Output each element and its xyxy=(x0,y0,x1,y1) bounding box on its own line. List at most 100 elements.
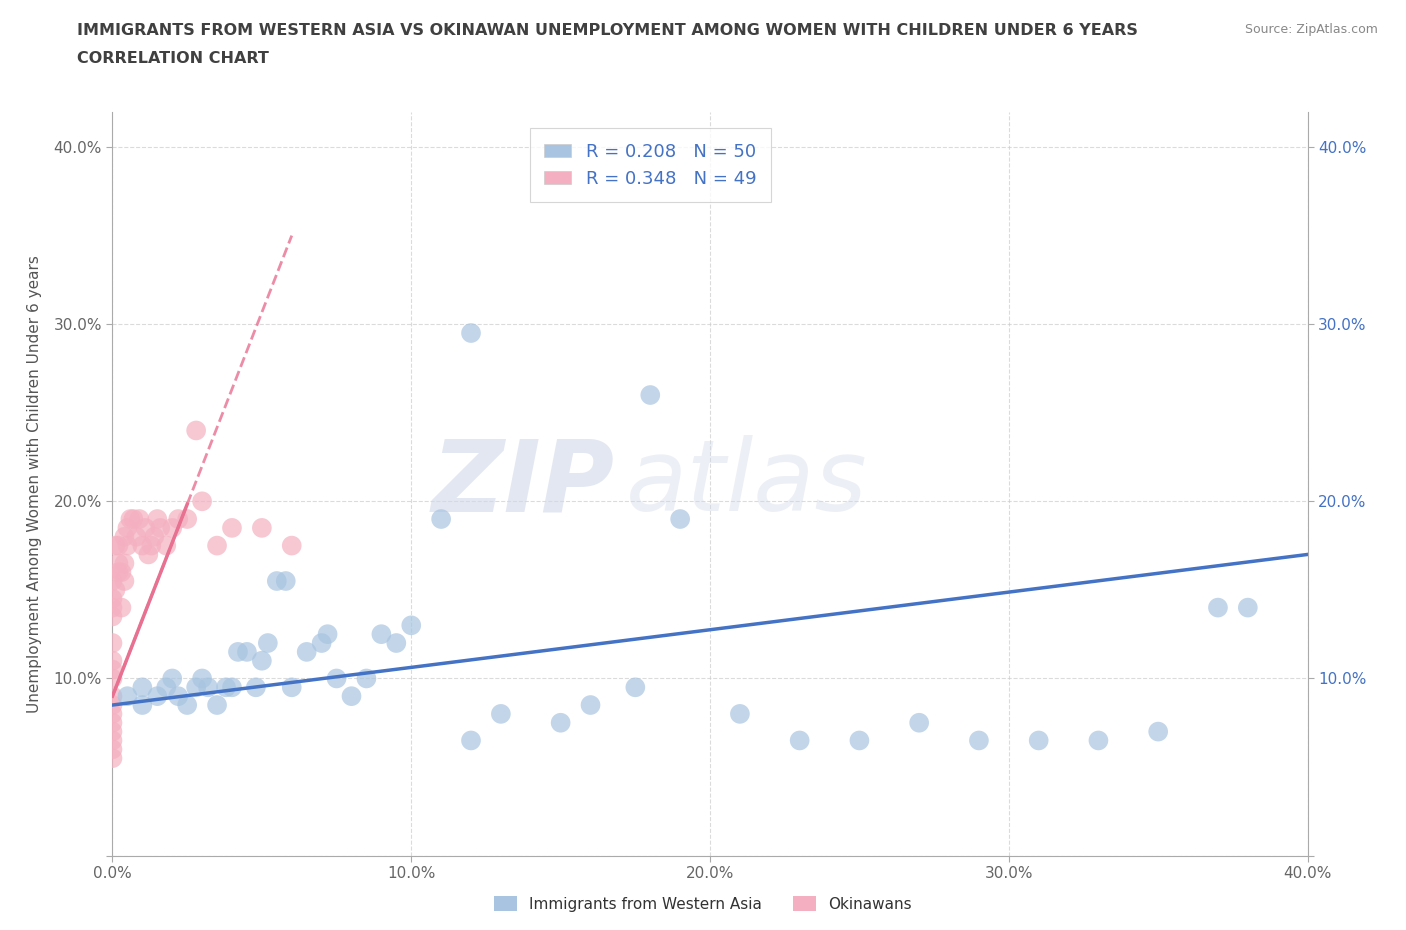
Point xyxy=(122,512,145,526)
Point xyxy=(245,680,267,695)
Point xyxy=(131,538,153,553)
Point xyxy=(155,680,177,695)
Point xyxy=(176,512,198,526)
Point xyxy=(340,689,363,704)
Point xyxy=(311,635,333,650)
Point xyxy=(117,538,139,553)
Point xyxy=(728,707,751,722)
Point xyxy=(131,698,153,712)
Point xyxy=(550,715,572,730)
Point xyxy=(104,538,127,553)
Point xyxy=(125,529,148,544)
Point xyxy=(107,538,129,553)
Point xyxy=(624,680,647,695)
Point xyxy=(110,600,132,615)
Point xyxy=(186,423,208,438)
Point xyxy=(848,733,870,748)
Point xyxy=(266,574,288,589)
Point xyxy=(101,574,124,589)
Point xyxy=(221,680,243,695)
Point xyxy=(117,521,139,536)
Point xyxy=(104,582,127,597)
Point xyxy=(101,609,124,624)
Point xyxy=(215,680,238,695)
Point xyxy=(101,635,124,650)
Point xyxy=(226,644,249,659)
Point xyxy=(250,653,273,668)
Point xyxy=(1147,724,1170,739)
Point xyxy=(155,538,177,553)
Point xyxy=(162,671,183,686)
Point xyxy=(1237,600,1260,615)
Text: CORRELATION CHART: CORRELATION CHART xyxy=(77,51,269,66)
Point xyxy=(191,494,214,509)
Point xyxy=(167,512,190,526)
Point xyxy=(221,521,243,536)
Point xyxy=(101,671,124,686)
Point xyxy=(101,751,124,765)
Point xyxy=(1206,600,1229,615)
Point xyxy=(669,512,692,526)
Point xyxy=(114,556,135,571)
Point xyxy=(138,547,160,562)
Point xyxy=(205,698,228,712)
Point xyxy=(295,644,318,659)
Point xyxy=(370,627,392,642)
Point xyxy=(107,565,129,579)
Point xyxy=(274,574,297,589)
Point xyxy=(640,388,662,403)
Point xyxy=(281,538,304,553)
Point xyxy=(101,733,124,748)
Legend: Immigrants from Western Asia, Okinawans: Immigrants from Western Asia, Okinawans xyxy=(488,889,918,918)
Point xyxy=(101,698,124,712)
Y-axis label: Unemployment Among Women with Children Under 6 years: Unemployment Among Women with Children U… xyxy=(28,255,42,712)
Point xyxy=(908,715,931,730)
Point xyxy=(141,538,163,553)
Point xyxy=(146,689,169,704)
Point xyxy=(579,698,602,712)
Point xyxy=(281,680,304,695)
Point xyxy=(197,680,219,695)
Point xyxy=(114,574,135,589)
Point xyxy=(167,689,190,704)
Text: atlas: atlas xyxy=(627,435,868,532)
Point xyxy=(162,521,183,536)
Point xyxy=(128,512,150,526)
Point xyxy=(131,680,153,695)
Point xyxy=(101,742,124,757)
Point xyxy=(107,556,129,571)
Point xyxy=(146,512,169,526)
Point xyxy=(316,627,339,642)
Point xyxy=(205,538,228,553)
Point xyxy=(1028,733,1050,748)
Text: Source: ZipAtlas.com: Source: ZipAtlas.com xyxy=(1244,23,1378,36)
Point xyxy=(101,662,124,677)
Point xyxy=(430,512,453,526)
Point xyxy=(101,600,124,615)
Point xyxy=(1087,733,1109,748)
Point xyxy=(114,529,135,544)
Point xyxy=(101,591,124,606)
Point xyxy=(460,326,482,340)
Point xyxy=(236,644,259,659)
Point xyxy=(149,521,172,536)
Point xyxy=(325,671,347,686)
Point xyxy=(110,565,132,579)
Point xyxy=(250,521,273,536)
Point xyxy=(101,707,124,722)
Point xyxy=(191,671,214,686)
Point xyxy=(257,635,280,650)
Point xyxy=(789,733,811,748)
Point xyxy=(460,733,482,748)
Point xyxy=(176,698,198,712)
Point xyxy=(401,618,423,632)
Point xyxy=(101,724,124,739)
Point xyxy=(120,512,142,526)
Text: IMMIGRANTS FROM WESTERN ASIA VS OKINAWAN UNEMPLOYMENT AMONG WOMEN WITH CHILDREN : IMMIGRANTS FROM WESTERN ASIA VS OKINAWAN… xyxy=(77,23,1139,38)
Point xyxy=(101,715,124,730)
Legend: R = 0.208   N = 50, R = 0.348   N = 49: R = 0.208 N = 50, R = 0.348 N = 49 xyxy=(530,128,770,202)
Point xyxy=(117,689,139,704)
Point xyxy=(101,653,124,668)
Point xyxy=(186,680,208,695)
Point xyxy=(134,521,156,536)
